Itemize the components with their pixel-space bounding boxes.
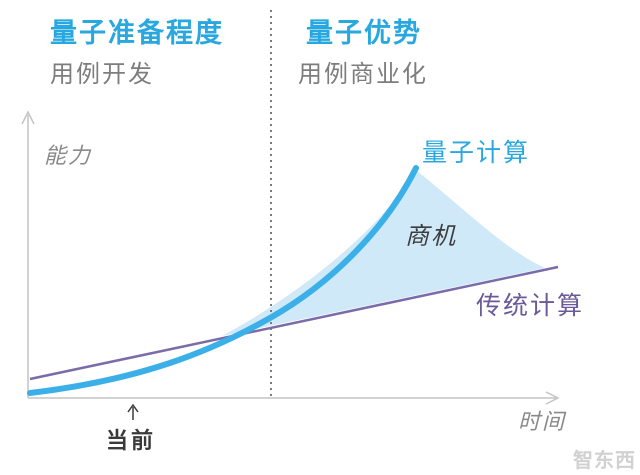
left-panel-subtitle: 用例开发 xyxy=(50,60,154,88)
watermark-logo: 智东西 xyxy=(573,448,636,472)
x-axis-arrow-icon xyxy=(545,391,560,405)
opportunity-label: 商机 xyxy=(405,222,457,250)
right-panel-subtitle: 用例商业化 xyxy=(298,60,428,88)
left-panel-title: 量子准备程度 xyxy=(50,18,224,49)
y-axis-label: 能力 xyxy=(44,144,93,169)
classical-line xyxy=(29,265,559,381)
quantum-curve-label: 量子计算 xyxy=(422,138,531,167)
right-panel-title: 量子优势 xyxy=(306,18,422,49)
current-marker-label: 当前 xyxy=(106,429,157,454)
y-axis-arrow-icon xyxy=(21,110,35,125)
x-axis-label: 时间 xyxy=(518,410,567,435)
quantum-curve xyxy=(27,165,419,396)
classical-line-label: 传统计算 xyxy=(476,291,585,320)
current-marker-arrow-icon xyxy=(127,403,139,413)
